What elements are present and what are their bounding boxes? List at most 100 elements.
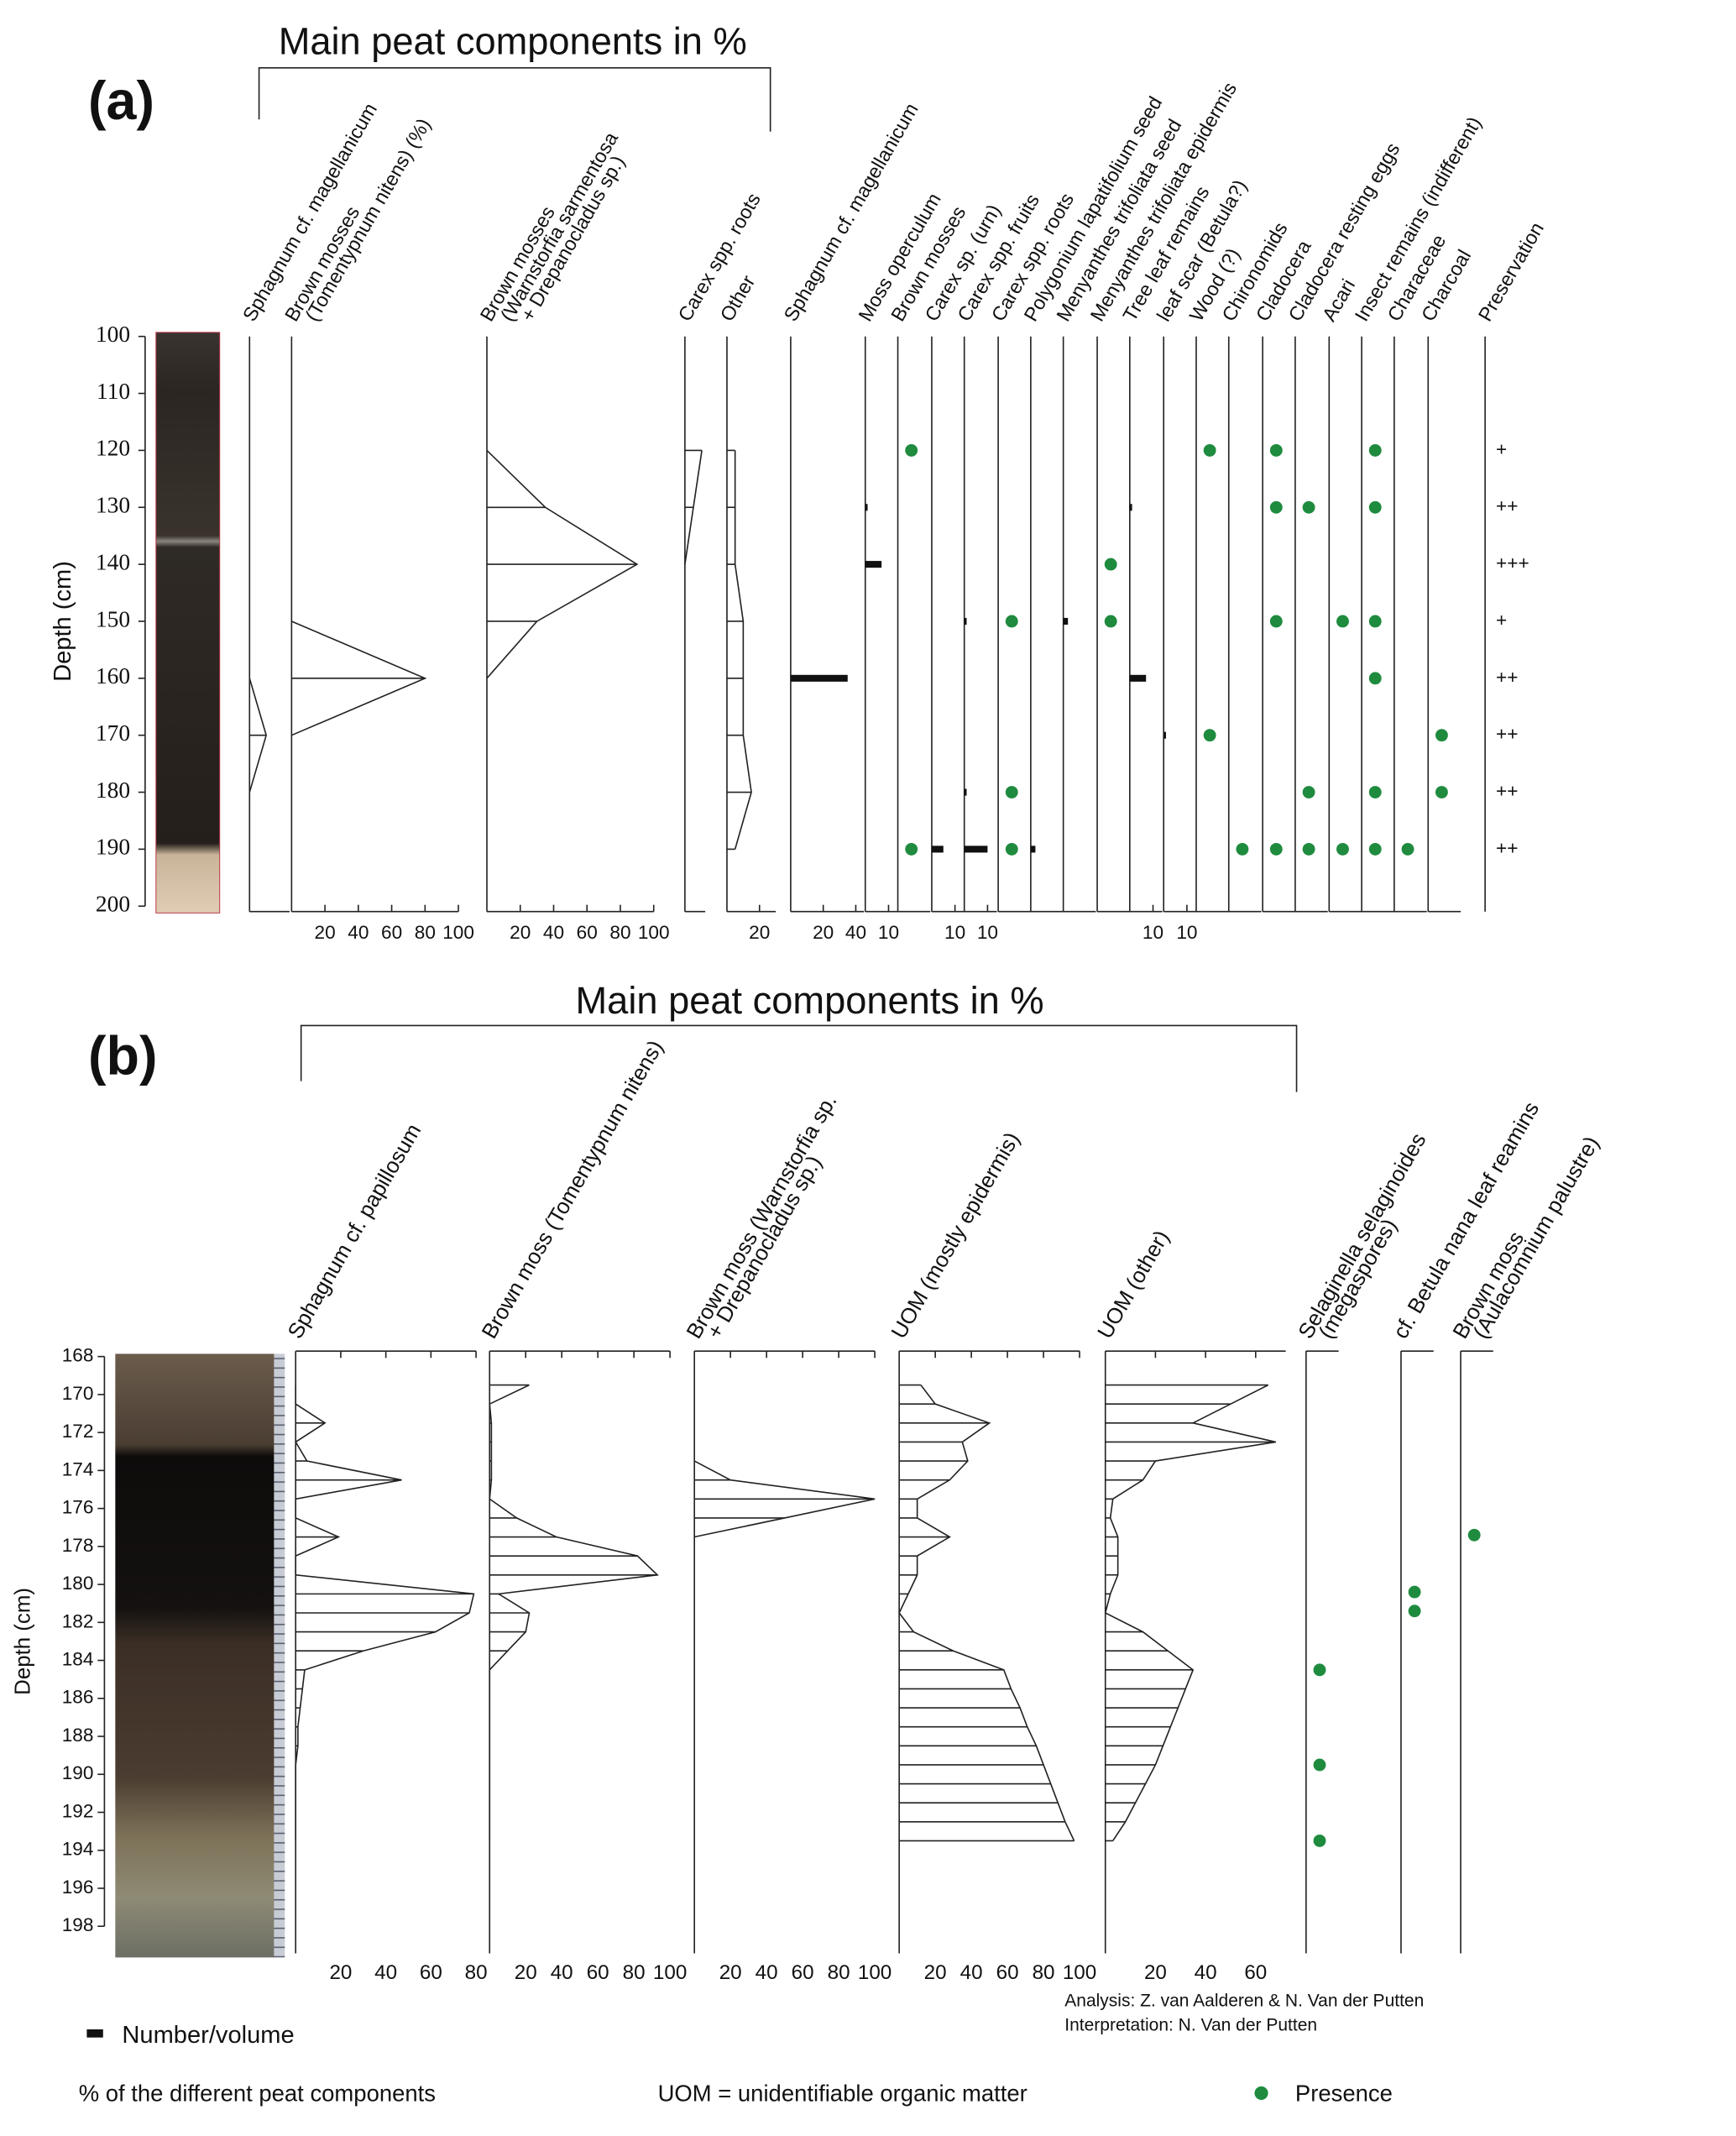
legend-presence-label: Presence [1295, 2081, 1393, 2107]
y-tick-label: 168 [62, 1345, 94, 1366]
presence-dot [1302, 842, 1315, 856]
core-scale [274, 1353, 285, 1958]
x-tick-label: 20 [315, 922, 336, 943]
column-label: UOM (other) [1094, 1227, 1174, 1343]
y-tick-label: 174 [62, 1458, 94, 1479]
presence-dot [1336, 842, 1349, 856]
presence-dot [1005, 615, 1018, 628]
column-label: (Warnstorfia sarmentosa [496, 128, 623, 325]
x-tick-label: 60 [996, 1961, 1019, 1984]
column-label: Brown moss (Tomentypnum nitens) [478, 1036, 668, 1343]
y-tick-label: 180 [96, 777, 130, 803]
legend-percent-label: % of the different peat components [79, 2081, 436, 2107]
presence-dot [1408, 1605, 1421, 1618]
y-axis-label: Depth (cm) [50, 561, 76, 682]
preservation-label: ++ [1496, 837, 1518, 858]
x-tick-label: 80 [623, 1961, 646, 1984]
y-tick-label: 180 [62, 1573, 94, 1594]
x-tick-label: 10 [878, 922, 899, 943]
y-tick-label: 188 [62, 1725, 94, 1746]
presence-dot [905, 443, 918, 457]
preservation-label: + [1496, 610, 1507, 631]
column-label: + Drepanocladus sp.) [703, 1152, 826, 1343]
presence-dot [1435, 729, 1448, 742]
preservation-label: ++ [1496, 781, 1518, 802]
x-tick-label: 40 [845, 922, 866, 943]
preservation-label: ++ [1496, 495, 1518, 516]
presence-dot [1368, 842, 1382, 856]
presence-dot [1269, 842, 1283, 856]
x-tick-label: 20 [749, 922, 770, 943]
preservation-label: + [1496, 438, 1507, 459]
preservation-label: +++ [1496, 552, 1529, 573]
count-bar [865, 504, 868, 511]
x-tick-label: 100 [1063, 1961, 1096, 1984]
x-tick-label: 40 [348, 922, 369, 943]
x-tick-label: 60 [381, 922, 402, 943]
column-label: Sphagnum cf. papillosum [284, 1120, 426, 1343]
y-tick-label: 160 [96, 663, 130, 688]
x-tick-label: 40 [374, 1961, 397, 1984]
x-tick-label: 80 [415, 922, 436, 943]
x-tick-label: 20 [515, 1961, 537, 1984]
column-label: Brown moss (Warnstorfia sp. [682, 1091, 842, 1343]
x-tick-label: 80 [465, 1961, 488, 1984]
presence-dot [1104, 558, 1117, 571]
y-tick-label: 130 [96, 493, 130, 518]
count-bar [1129, 504, 1132, 511]
x-tick-label: 60 [792, 1961, 814, 1984]
presence-dot [1401, 842, 1414, 856]
y-tick-label: 172 [62, 1421, 94, 1442]
count-bar [790, 674, 848, 682]
curve [291, 620, 427, 736]
curve [693, 1460, 876, 1538]
presence-dot [1368, 672, 1382, 685]
chart-title: Main peat components in % [279, 20, 747, 63]
curve [248, 678, 267, 793]
y-tick-label: 190 [62, 1762, 94, 1783]
x-tick-label: 20 [924, 1961, 947, 1984]
x-tick-label: 10 [977, 922, 998, 943]
presence-dot [1368, 615, 1382, 628]
count-bar [1163, 731, 1166, 739]
x-tick-label: 40 [756, 1961, 778, 1984]
x-tick-label: 80 [609, 922, 630, 943]
presence-dot [1408, 1585, 1421, 1599]
y-tick-label: 100 [96, 322, 130, 347]
count-bar [931, 846, 944, 853]
legend-uom-label: UOM = unidentifiable organic matter [658, 2081, 1027, 2107]
x-tick-label: 60 [587, 1961, 609, 1984]
x-tick-label: 10 [1176, 922, 1197, 943]
y-tick-label: 120 [96, 436, 130, 461]
preservation-label: ++ [1496, 724, 1518, 745]
x-tick-label: 100 [653, 1961, 687, 1984]
y-tick-label: 194 [62, 1839, 94, 1860]
presence-dot [1368, 443, 1382, 457]
column-label: (Tomentypnum nitens) (%) [301, 114, 435, 325]
x-tick-label: 60 [1244, 1961, 1267, 1984]
x-tick-label: 20 [510, 922, 531, 943]
y-tick-label: 150 [96, 606, 130, 631]
x-tick-label: 100 [638, 922, 670, 943]
legend-bar-swatch [86, 2029, 103, 2038]
y-tick-label: 196 [62, 1877, 94, 1898]
y-tick-label: 178 [62, 1535, 94, 1556]
x-tick-label: 80 [1033, 1961, 1055, 1984]
presence-dot [1313, 1663, 1326, 1677]
presence-dot [1336, 615, 1349, 628]
credit: Interpretation: N. Van der Putten [1064, 2016, 1317, 2035]
legend-bar-label: Number/volume [122, 2022, 294, 2049]
curve [295, 1385, 475, 1841]
core-photo [155, 332, 221, 914]
column-label: Preservation [1474, 218, 1548, 325]
x-tick-label: 20 [719, 1961, 742, 1984]
x-tick-label: 10 [944, 922, 965, 943]
x-tick-label: 60 [420, 1961, 442, 1984]
count-bar [1129, 674, 1147, 682]
presence-dot [1236, 842, 1249, 856]
count-bar [964, 788, 967, 796]
y-tick-label: 182 [62, 1610, 94, 1631]
curve [486, 449, 639, 679]
